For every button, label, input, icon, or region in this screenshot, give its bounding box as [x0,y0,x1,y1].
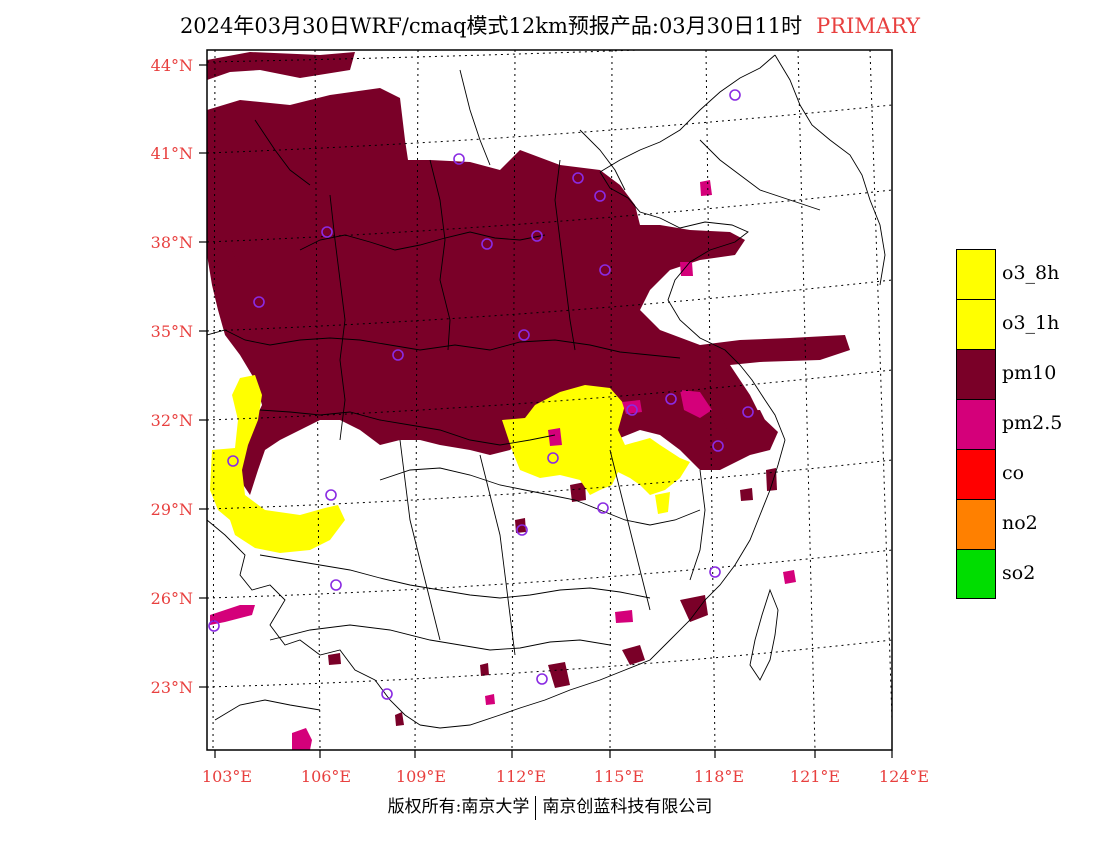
station-marker [453,153,465,165]
station-marker [665,393,677,405]
station-marker [594,190,606,202]
o3-region [210,375,690,553]
station-marker [531,230,543,242]
legend-item-no2: no2 [956,499,1086,549]
legend-label: co [1002,462,1025,484]
legend-label: so2 [1002,562,1036,584]
boundary-lines [207,54,886,729]
lon-label: 106°E [301,767,351,786]
station-marker [597,502,609,514]
legend-item-o3-8h: o3_8h [956,249,1086,299]
legend-item-o3-1h: o3_1h [956,299,1086,349]
legend-label: o3_1h [1002,312,1060,334]
station-marker [536,673,548,685]
station-marker [392,349,404,361]
lon-label: 112°E [496,767,546,786]
map-title-text: 2024年03月30日WRF/cmaq模式12km预报产品:03月30日11时 [179,14,803,38]
station-marker [572,172,584,184]
legend-swatch [956,549,996,599]
lat-label: 26°N [151,589,193,608]
legend-swatch [956,499,996,549]
lon-label: 121°E [790,767,840,786]
copyright-footer: 版权所有:南京大学 南京创蓝科技有限公司 [0,792,1100,820]
station-marker [381,688,393,700]
station-marker [227,455,239,467]
station-marker [518,329,530,341]
station-marker [481,238,493,250]
graticule [207,50,892,750]
map-title: 2024年03月30日WRF/cmaq模式12km预报产品:03月30日11时 P… [0,10,1100,40]
lat-label: 44°N [151,56,193,75]
map-plot-area [207,50,892,750]
station-marker [325,489,337,501]
lon-label: 115°E [594,767,644,786]
legend: o3_8h o3_1h pm10 pm2.5 co no2 so2 [956,249,1086,599]
legend-swatch [956,449,996,499]
station-marker [253,296,265,308]
station-marker [742,406,754,418]
legend-item-pm25: pm2.5 [956,399,1086,449]
latitude-labels: 44°N 41°N 38°N 35°N 32°N 29°N 26°N 23°N [151,56,193,697]
legend-label: pm2.5 [1002,412,1063,434]
footer-separator [535,795,537,820]
map-frame [206,49,893,751]
legend-swatch [956,299,996,349]
lat-label: 23°N [151,678,193,697]
station-markers [208,89,754,700]
legend-label: pm10 [1002,362,1057,384]
station-marker [208,620,220,632]
station-marker [547,452,559,464]
lat-label: 32°N [151,411,193,430]
station-marker [729,89,741,101]
station-marker [599,264,611,276]
legend-label: o3_8h [1002,262,1060,284]
copyright-owner: 版权所有:南京大学 [387,797,530,817]
pm25-region [210,180,796,750]
legend-item-so2: so2 [956,549,1086,599]
lon-label: 118°E [694,767,744,786]
copyright-company: 南京创蓝科技有限公司 [542,797,713,817]
lat-label: 38°N [151,233,193,252]
primary-tag: PRIMARY [816,14,921,38]
legend-item-pm10: pm10 [956,349,1086,399]
legend-label: no2 [1002,512,1038,534]
lat-label: 35°N [151,322,193,341]
legend-item-co: co [956,449,1086,499]
lon-label: 124°E [879,767,929,786]
legend-swatch [956,399,996,449]
lat-label: 29°N [151,500,193,519]
station-marker [516,524,528,536]
station-marker [712,440,724,452]
lat-label: 41°N [151,144,193,163]
station-marker [321,226,333,238]
axis-ticks [199,64,893,758]
legend-swatch [956,349,996,399]
station-marker [709,566,721,578]
lon-label: 103°E [202,767,252,786]
longitude-labels: 103°E 106°E 109°E 112°E 115°E 118°E 121°… [202,767,929,786]
lon-label: 109°E [396,767,446,786]
pm10-region [207,52,850,726]
station-marker [626,404,638,416]
legend-swatch [956,249,996,299]
station-marker [330,579,342,591]
